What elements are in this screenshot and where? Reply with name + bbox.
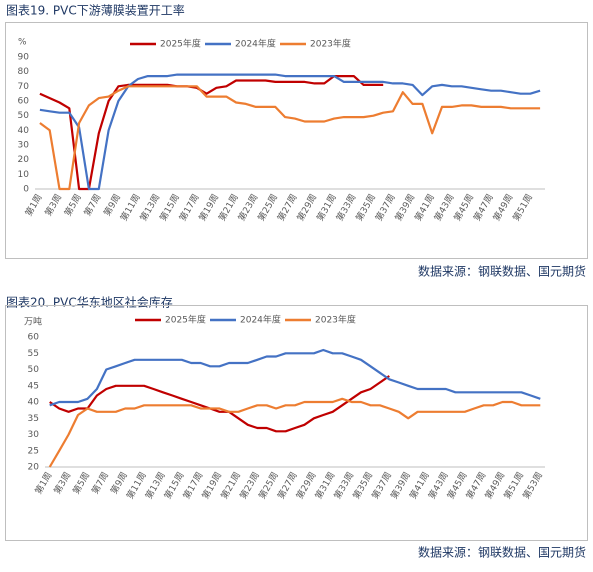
y-tick-label: 30 [18, 141, 30, 151]
legend-label: 2025年度 [165, 314, 206, 326]
y-tick-label: 50 [18, 111, 30, 121]
x-tick-label: 第1周 [22, 192, 44, 219]
source-note: 数据来源：钢联数据、国元期货 [418, 545, 586, 560]
x-tick-label: 第9周 [101, 192, 123, 219]
series-line [48, 397, 541, 468]
series-line [49, 348, 541, 407]
y-tick-label: 25 [28, 446, 39, 456]
y-tick-label: 60 [18, 97, 30, 107]
x-tick-label: 第7周 [89, 470, 111, 497]
chart-frame [5, 22, 588, 259]
y-axis-unit: 万吨 [24, 316, 42, 328]
y-tick-label: 90 [18, 53, 30, 63]
x-tick-label: 第3周 [51, 470, 73, 497]
series-line [39, 75, 384, 191]
y-tick-label: 50 [28, 365, 40, 375]
y-tick-label: 55 [28, 349, 39, 359]
y-tick-label: 20 [18, 155, 30, 165]
figure-title: 图表20. PVC华东地区社会库存 [6, 295, 173, 310]
x-tick-label: 第7周 [81, 192, 103, 219]
x-tick-label: 第1周 [32, 470, 54, 497]
x-tick-label: 第3周 [42, 192, 64, 219]
y-tick-label: 70 [18, 82, 30, 92]
x-tick-label: 第5周 [70, 470, 92, 497]
y-axis-unit: % [18, 38, 27, 48]
series-line [49, 375, 390, 433]
source-note: 数据来源：钢联数据、国元期货 [418, 264, 586, 279]
y-tick-label: 30 [28, 430, 40, 440]
x-tick-label: 第51周 [510, 192, 535, 224]
y-tick-label: 40 [18, 126, 30, 136]
legend-label: 2025年度 [160, 38, 201, 50]
legend-label: 2023年度 [310, 38, 351, 50]
y-tick-label: 80 [18, 67, 30, 77]
series-line [39, 73, 541, 191]
series-line [39, 85, 541, 191]
legend-label: 2024年度 [240, 314, 281, 326]
y-tick-label: 60 [28, 333, 40, 343]
figure-title: 图表19. PVC下游薄膜装置开工率 [6, 3, 185, 18]
y-tick-label: 35 [28, 414, 39, 424]
legend-label: 2024年度 [235, 38, 276, 50]
legend-label: 2023年度 [315, 314, 356, 326]
y-tick-label: 40 [28, 398, 40, 408]
x-tick-label: 第5周 [62, 192, 84, 219]
y-tick-label: 45 [28, 381, 39, 391]
y-tick-label: 20 [28, 463, 40, 473]
y-tick-label: 10 [18, 170, 30, 180]
y-tick-label: 0 [23, 185, 29, 195]
chart-frame [5, 305, 588, 541]
